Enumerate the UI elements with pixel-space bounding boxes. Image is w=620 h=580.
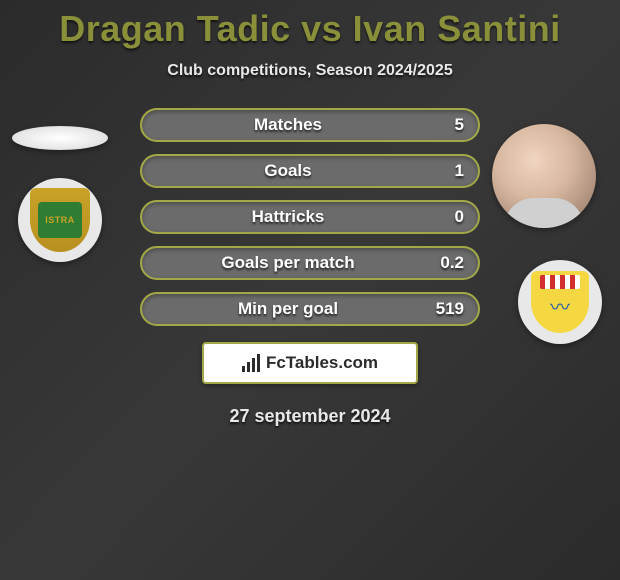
bar-icon-segment [247,362,250,372]
date-text: 27 september 2024 [0,406,620,427]
stat-row-hattricks: Hattricks 0 [140,200,480,234]
stats-area: Matches 5 Goals 1 Hattricks 0 Goals per … [0,108,620,427]
stat-value: 0.2 [434,253,464,273]
infographic-container: Dragan Tadic vs Ivan Santini Club compet… [0,0,620,427]
stat-label: Min per goal [142,299,434,319]
stat-value: 519 [434,299,464,319]
page-title: Dragan Tadic vs Ivan Santini [0,8,620,50]
stat-label: Goals per match [142,253,434,273]
subtitle: Club competitions, Season 2024/2025 [0,62,620,80]
bar-icon-segment [252,358,255,372]
bar-icon-segment [242,366,245,372]
stat-bars: Matches 5 Goals 1 Hattricks 0 Goals per … [140,108,480,326]
stat-label: Hattricks [142,207,434,227]
stat-row-gpm: Goals per match 0.2 [140,246,480,280]
bar-chart-icon [242,354,260,372]
stat-value: 1 [434,161,464,181]
brand-label: FcTables.com [266,353,378,373]
stat-row-mpg: Min per goal 519 [140,292,480,326]
stat-label: Goals [142,161,434,181]
stat-row-goals: Goals 1 [140,154,480,188]
stat-value: 5 [434,115,464,135]
brand-box[interactable]: FcTables.com [202,342,418,384]
stat-value: 0 [434,207,464,227]
stat-row-matches: Matches 5 [140,108,480,142]
bar-icon-segment [257,354,260,372]
stat-label: Matches [142,115,434,135]
